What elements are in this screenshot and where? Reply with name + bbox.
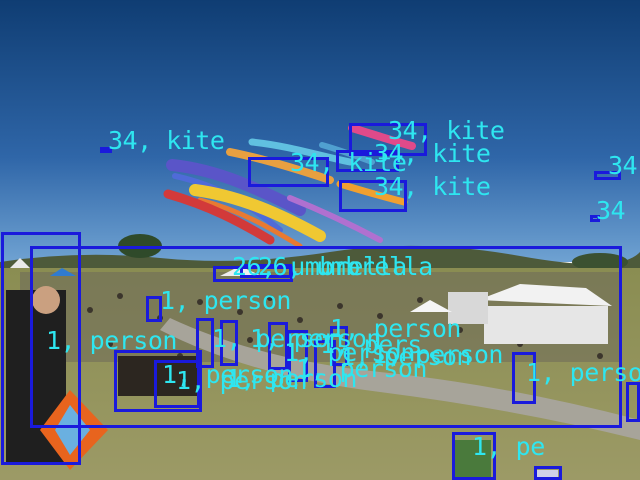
detection-label-kite: 34, kite bbox=[108, 126, 225, 155]
detection-label-person: 1, pers bbox=[320, 330, 422, 359]
detection-label-person: 1, person bbox=[526, 358, 640, 387]
detection-box-kite bbox=[349, 123, 427, 156]
detection-box-kite bbox=[339, 180, 407, 212]
detection-label-kite: 34, kite bbox=[290, 148, 407, 177]
detection-box-person bbox=[330, 326, 348, 366]
detection-box-kite bbox=[336, 150, 399, 172]
detection-label-kite: 34 bbox=[596, 196, 626, 225]
detection-box-kite bbox=[594, 171, 621, 180]
foreground-head bbox=[32, 286, 60, 314]
detection-box-person bbox=[534, 466, 562, 480]
detection-box-person bbox=[196, 318, 214, 368]
detection-box-person bbox=[268, 322, 288, 370]
tent bbox=[10, 258, 30, 268]
detection-box-kite bbox=[100, 147, 112, 153]
detection-box-person bbox=[114, 350, 202, 412]
tree bbox=[572, 253, 628, 271]
detection-label-kite: 34, kite bbox=[388, 116, 505, 145]
hills bbox=[0, 245, 640, 272]
detection-box-person bbox=[288, 330, 308, 382]
walking-person bbox=[536, 470, 558, 480]
tent bbox=[478, 284, 612, 306]
octopus-kites bbox=[163, 124, 416, 249]
path bbox=[160, 318, 640, 440]
detection-box-person bbox=[154, 360, 200, 408]
detection-label-person: 1, person bbox=[46, 326, 177, 355]
detection-label-kite: 34, kite bbox=[374, 172, 491, 201]
detection-label-person: 1, person bbox=[226, 364, 357, 393]
detection-label-person: 1, person bbox=[176, 366, 307, 395]
detection-label-person: 1, person bbox=[284, 338, 415, 367]
detection-label-kite: 34, kite bbox=[374, 139, 491, 168]
detection-label-person: 1, person bbox=[160, 286, 291, 315]
detection-box-person bbox=[146, 296, 162, 322]
detection-label-kite: 34 bbox=[608, 151, 638, 180]
detection-label-person: 1, person bbox=[250, 324, 381, 353]
detection-label-person: 1, person bbox=[330, 314, 461, 343]
detection-label-umbrella: 26, umbrella bbox=[232, 252, 407, 281]
detection-box-kite bbox=[590, 215, 600, 222]
detection-label-person: 1, person bbox=[212, 324, 343, 353]
sky bbox=[0, 0, 640, 262]
detection-box-person bbox=[220, 320, 238, 366]
detection-box-person bbox=[452, 432, 496, 480]
detection-label-person: 1, person bbox=[372, 340, 503, 369]
trailer bbox=[448, 292, 488, 324]
detection-label-umbrella: 26, umbrella bbox=[258, 252, 433, 281]
tent-body bbox=[484, 306, 608, 344]
walking-person bbox=[455, 440, 491, 480]
tent bbox=[50, 268, 76, 276]
detection-box-kite bbox=[248, 157, 329, 187]
detection-box-person bbox=[1, 232, 81, 465]
detection-box-person bbox=[512, 352, 536, 404]
tent bbox=[410, 300, 452, 312]
detection-label-person: 1, pe bbox=[472, 432, 545, 461]
detection-label-person: 1, person bbox=[296, 354, 427, 383]
detection-box-umbrella bbox=[240, 264, 292, 278]
detection-box-person bbox=[626, 382, 640, 422]
detection-box-person bbox=[30, 246, 622, 428]
detection-label-person: 1, person bbox=[340, 342, 471, 371]
detection-label-person: 1, person bbox=[162, 360, 293, 389]
